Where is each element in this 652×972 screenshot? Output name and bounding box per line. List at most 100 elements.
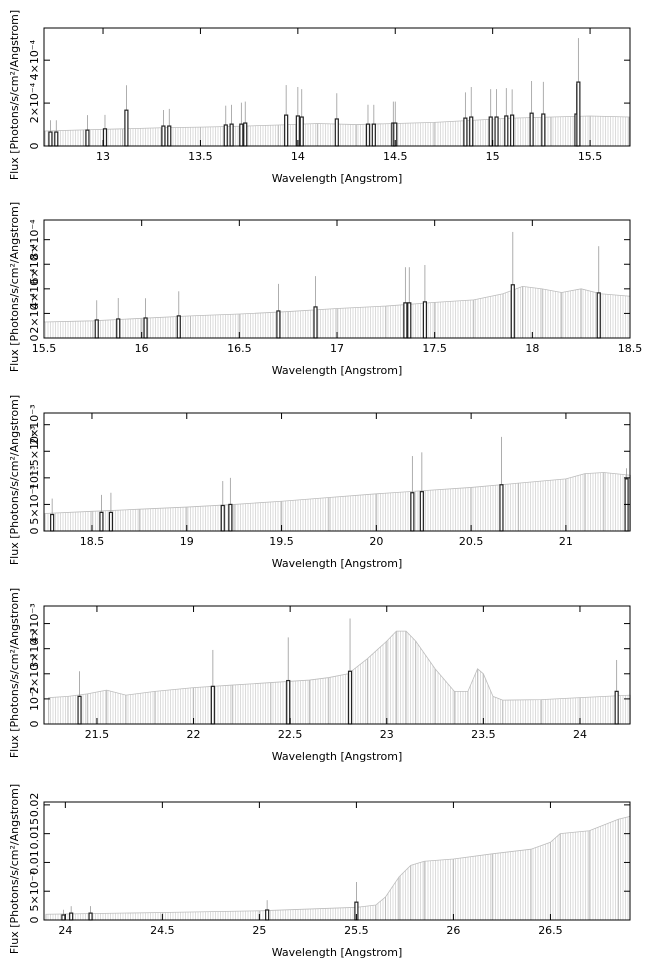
line-bar	[54, 131, 59, 147]
line-bar	[239, 123, 244, 147]
line-bar	[529, 112, 534, 147]
x-tick-label: 19.5	[269, 535, 294, 548]
plot-frame	[43, 412, 631, 532]
x-tick-label: 15	[486, 150, 500, 163]
line-bar	[99, 511, 104, 532]
line-bar	[488, 116, 493, 147]
y-tick-label: 0	[28, 335, 41, 342]
line-bar	[116, 318, 121, 339]
y-axis-label: Flux [Photons/s/cm²/Angstrom]	[8, 10, 21, 180]
x-tick-label: 20.5	[459, 535, 484, 548]
y-tick-label: 5×10⁻⁴	[28, 484, 41, 525]
y-tick-label: 1.5×10⁻³	[28, 426, 41, 477]
y-tick-label: 4×10⁻⁴	[28, 268, 41, 309]
y-tick-label: 0.01	[28, 850, 41, 875]
line-bar	[276, 310, 281, 339]
x-tick-label: 21	[559, 535, 573, 548]
y-tick-label: 5×10⁻³	[28, 871, 41, 911]
y-tick-label: 4×10⁻⁴	[28, 39, 41, 80]
line-bar	[510, 114, 515, 147]
line-bar	[365, 123, 371, 147]
y-tick-label: 8×10⁻⁴	[28, 219, 41, 260]
line-bar	[576, 81, 581, 147]
line-bar	[334, 118, 339, 147]
x-tick-label: 26	[446, 924, 460, 937]
line-bar	[210, 685, 215, 725]
x-tick-label: 24.5	[150, 924, 175, 937]
x-axis-label: Wavelength [Angstrom]	[272, 557, 403, 570]
line-bar	[407, 302, 412, 339]
line-bar	[499, 484, 504, 532]
line-bar	[228, 503, 233, 532]
line-bar	[624, 478, 629, 532]
y-tick-label: 0	[28, 528, 41, 535]
y-tick-label: 6×10⁻⁴	[28, 243, 41, 284]
line-bar	[284, 114, 289, 147]
x-tick-label: 16	[135, 342, 149, 355]
line-bar	[265, 909, 270, 921]
line-bar	[167, 125, 172, 147]
x-axis-label: Wavelength [Angstrom]	[272, 364, 403, 377]
line-bar	[48, 131, 53, 147]
line-bar	[176, 315, 181, 339]
y-tick-label: 4×10⁻³	[28, 603, 41, 643]
line-bar	[69, 912, 74, 921]
y-tick-label: 0	[28, 917, 41, 924]
x-tick-label: 25	[252, 924, 266, 937]
x-tick-label: 17	[330, 342, 344, 355]
x-axis-label: Wavelength [Angstrom]	[272, 750, 403, 763]
line-bar	[510, 284, 515, 339]
y-tick-label: 0.015	[28, 818, 41, 850]
line-bar	[88, 912, 93, 921]
line-bar	[286, 679, 291, 725]
x-tick-label: 14	[291, 150, 305, 163]
line-bar	[614, 690, 619, 725]
line-bar	[243, 122, 248, 147]
x-tick-label: 24	[58, 924, 72, 937]
continuum-area	[44, 472, 631, 532]
line-bar	[410, 492, 415, 532]
x-tick-label: 26.5	[538, 924, 563, 937]
line-bar	[403, 302, 408, 339]
line-bar	[50, 513, 55, 532]
line-bar	[77, 695, 82, 725]
line-bar	[85, 129, 90, 147]
y-axis-label: Flux [Photons/s/cm²/Angstrom]	[8, 588, 21, 758]
line-bar	[143, 317, 148, 339]
x-tick-label: 22	[187, 728, 201, 741]
x-tick-label: 18.5	[618, 342, 643, 355]
x-tick-label: 16.5	[227, 342, 252, 355]
line-bar	[313, 306, 318, 339]
y-tick-label: 2×10⁻⁴	[28, 293, 41, 334]
continuum-area	[45, 815, 631, 921]
x-tick-label: 20	[369, 535, 383, 548]
y-axis-label: Flux [Photons/s/cm²/Angstrom]	[8, 784, 21, 954]
x-tick-label: 24	[573, 728, 587, 741]
x-tick-label: 23	[380, 728, 394, 741]
x-axis-label: Wavelength [Angstrom]	[272, 172, 403, 185]
line-bar	[422, 301, 427, 339]
x-tick-label: 13.5	[188, 150, 213, 163]
line-bar	[94, 319, 99, 339]
line-bar	[220, 504, 225, 532]
line-bar	[419, 491, 424, 532]
y-axis-label: Flux [Photons/s/cm²/Angstrom]	[8, 395, 21, 565]
line-bar	[61, 914, 66, 921]
x-tick-label: 15.5	[578, 150, 603, 163]
line-bar	[299, 116, 304, 147]
x-tick-label: 23.5	[471, 728, 496, 741]
plot-frame	[43, 27, 631, 147]
line-bar	[596, 292, 601, 339]
plot-frame	[43, 605, 631, 725]
line-bar	[347, 670, 353, 725]
line-bar	[124, 109, 129, 147]
x-axis-label: Wavelength [Angstrom]	[272, 946, 403, 959]
continuum-area	[48, 630, 631, 725]
y-tick-label: 0	[28, 143, 41, 150]
y-tick-label: 0	[28, 721, 41, 728]
y-axis-label: Flux [Photons/s/cm²/Angstrom]	[8, 202, 21, 372]
x-tick-label: 15.5	[32, 342, 57, 355]
line-bar	[469, 116, 474, 147]
line-bar	[161, 125, 166, 147]
